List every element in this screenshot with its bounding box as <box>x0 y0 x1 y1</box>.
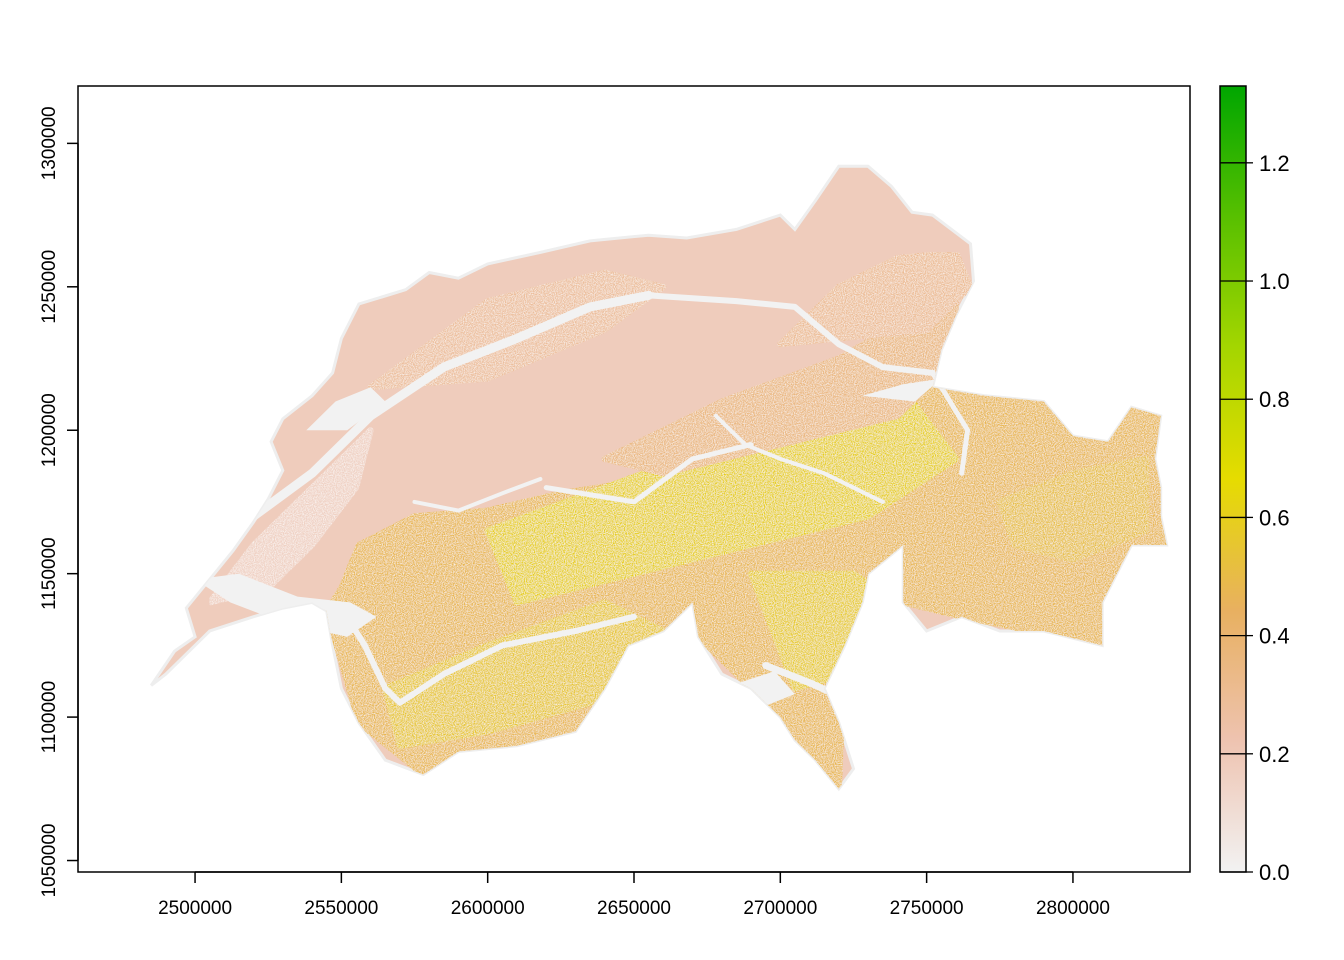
lake <box>195 573 377 637</box>
y-tick-label: 1150000 <box>39 537 60 610</box>
river-valley <box>543 442 754 505</box>
y-tick-label: 1250000 <box>39 250 60 324</box>
river-valley <box>645 292 936 376</box>
x-tick-label: 2550000 <box>304 898 378 919</box>
colorbar-tick-label: 0.4 <box>1259 624 1290 649</box>
x-tick-label: 2600000 <box>451 898 525 919</box>
value-region <box>206 427 374 606</box>
value-regions <box>206 249 1167 789</box>
colorbar-tick-label: 1.0 <box>1259 269 1290 294</box>
y-axis: 1050000 1100000 1150000 1200000 1250000 13000… <box>39 106 79 898</box>
value-region <box>777 249 974 348</box>
colorbar-tick-label: 0.2 <box>1259 742 1290 767</box>
x-tick-label: 2700000 <box>743 898 817 919</box>
colorbar-tick-label: 0.8 <box>1259 387 1290 412</box>
x-tick-label: 2500000 <box>158 898 232 919</box>
y-tick-label: 1050000 <box>39 824 60 898</box>
colorbar-gradient <box>1219 85 1247 873</box>
river-valley <box>190 290 654 564</box>
y-tick-label: 1300000 <box>39 106 60 180</box>
x-axis: 2500000 2550000 2600000 2650000 2700000 27500… <box>158 871 1110 919</box>
water-features <box>190 290 971 707</box>
x-tick-label: 2650000 <box>597 898 671 919</box>
y-tick-label: 1100000 <box>39 681 60 754</box>
river-valley <box>338 605 637 706</box>
river-valley <box>713 413 885 504</box>
lake <box>306 387 386 431</box>
x-tick-label: 2800000 <box>1036 898 1110 919</box>
value-region <box>996 455 1150 563</box>
raster-map <box>149 164 1169 792</box>
y-tick-label: 1200000 <box>39 393 60 467</box>
lake <box>739 671 795 706</box>
lake <box>862 378 942 402</box>
colorbar-tick-label: 0.0 <box>1259 860 1290 885</box>
color-legend: 0.0 0.2 0.4 0.6 0.8 1.0 1.2 <box>1219 85 1290 885</box>
colorbar-tick-label: 1.2 <box>1259 151 1290 176</box>
value-region <box>367 269 667 391</box>
x-tick-label: 2750000 <box>890 898 964 919</box>
river-valley <box>412 477 543 513</box>
colorbar-tick-label: 0.6 <box>1259 505 1290 530</box>
